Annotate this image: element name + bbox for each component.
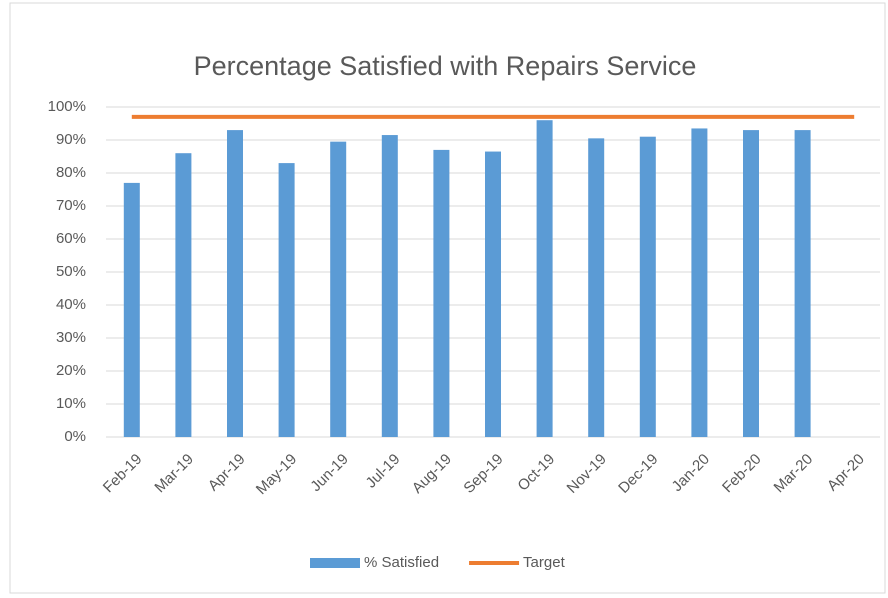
bar xyxy=(330,141,347,437)
bar xyxy=(588,138,605,437)
y-tick-label: 0% xyxy=(64,428,86,445)
legend-label: % Satisfied xyxy=(364,554,439,571)
y-tick-label: 40% xyxy=(56,296,86,313)
bar xyxy=(381,135,398,438)
y-tick-label: 90% xyxy=(56,131,86,148)
bar xyxy=(691,128,708,437)
bar xyxy=(536,120,553,437)
y-tick-label: 30% xyxy=(56,329,86,346)
bar xyxy=(123,182,140,437)
legend-label: Target xyxy=(523,554,566,571)
bar xyxy=(278,163,295,437)
y-tick-label: 80% xyxy=(56,164,86,181)
bar xyxy=(485,151,501,438)
bar xyxy=(227,130,243,437)
bar xyxy=(433,149,450,437)
y-tick-label: 100% xyxy=(48,98,86,115)
chart-title: Percentage Satisfied with Repairs Servic… xyxy=(194,51,697,81)
y-tick-label: 70% xyxy=(56,197,86,214)
y-tick-label: 60% xyxy=(56,230,86,247)
bar xyxy=(175,153,192,437)
legend-swatch xyxy=(310,558,360,568)
bar xyxy=(794,130,811,437)
y-tick-label: 20% xyxy=(56,362,86,379)
y-tick-label: 50% xyxy=(56,263,86,280)
y-tick-label: 10% xyxy=(56,395,86,412)
bar xyxy=(743,130,759,437)
bar xyxy=(639,136,656,437)
